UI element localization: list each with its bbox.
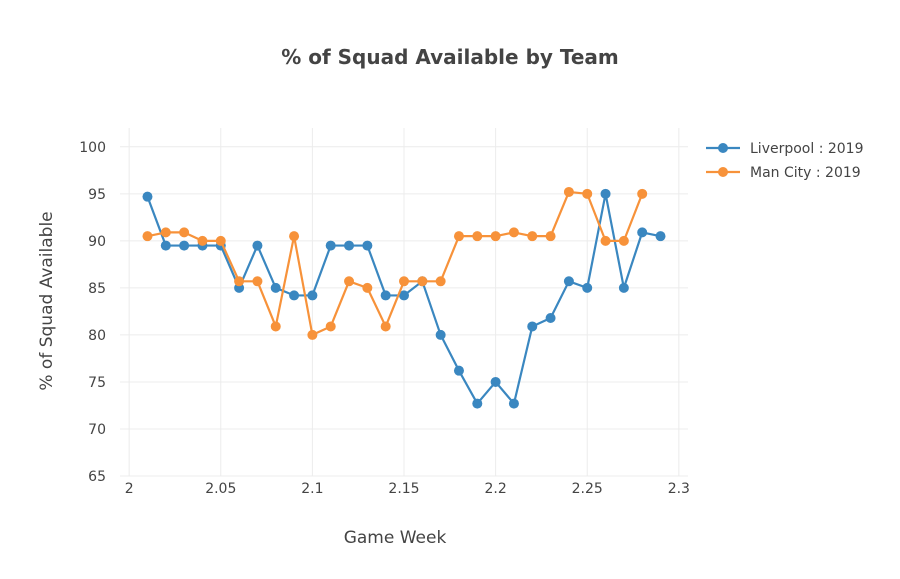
data-point[interactable] [563,276,574,287]
data-point[interactable] [472,398,483,409]
data-point[interactable] [618,282,629,293]
legend-label: Man City : 2019 [750,165,861,181]
data-point[interactable] [490,231,501,242]
y-tick-label: 85 [88,281,106,297]
data-point[interactable] [435,276,446,287]
data-point[interactable] [417,276,428,287]
data-point[interactable] [545,312,556,323]
grid [120,128,688,477]
data-point[interactable] [527,321,538,332]
x-tick-label: 2 [125,481,134,497]
y-axis-title: % of Squad Available [37,211,57,390]
data-point[interactable] [637,227,648,238]
data-point[interactable] [344,240,355,251]
data-point[interactable] [435,329,446,340]
data-point[interactable] [453,365,464,376]
legend-marker [718,167,728,177]
data-point[interactable] [252,240,263,251]
axis-ticks: 2 2.05 2.1 2.15 2.2 2.25 2.3 65 70 75 80 85 90 95 100 [79,140,690,497]
data-point[interactable] [508,227,519,238]
data-point[interactable] [618,235,629,246]
data-point[interactable] [344,276,355,287]
data-point[interactable] [563,186,574,197]
chart-title: % of Squad Available by Team [281,45,619,69]
data-point[interactable] [362,282,373,293]
data-point[interactable] [197,235,208,246]
data-point[interactable] [307,290,318,301]
x-tick-label: 2.1 [301,481,323,497]
data-point[interactable] [472,231,483,242]
data-point[interactable] [508,398,519,409]
data-point[interactable] [160,227,171,238]
data-point[interactable] [270,321,281,332]
data-point[interactable] [289,290,300,301]
y-tick-label: 75 [88,375,106,391]
data-point[interactable] [380,321,391,332]
x-axis-title: Game Week [344,528,447,548]
y-tick-label: 80 [88,328,106,344]
data-point[interactable] [380,290,391,301]
data-point[interactable] [453,231,464,242]
data-point[interactable] [362,240,373,251]
y-tick-label: 70 [88,422,106,438]
data-point[interactable] [234,276,245,287]
series-line [147,190,644,337]
data-point[interactable] [160,240,171,251]
data-point[interactable] [399,290,409,301]
data-point[interactable] [582,282,593,293]
y-tick-label: 90 [88,234,106,250]
legend-item-1[interactable]: Liverpool : 2019 [706,141,864,157]
data-point[interactable] [179,240,190,251]
x-tick-label: 2.2 [484,481,506,497]
legend[interactable]: Liverpool : 2019 Man City : 2019 [706,141,864,181]
x-tick-label: 2.15 [388,481,419,497]
data-point[interactable] [527,231,538,242]
y-tick-label: 95 [88,187,106,203]
x-tick-label: 2.05 [205,481,236,497]
data-point[interactable] [289,231,300,242]
data-point[interactable] [307,329,318,340]
data-point[interactable] [655,231,666,242]
plot-series [142,186,666,409]
data-point[interactable] [325,240,336,251]
data-point[interactable] [215,235,226,246]
x-tick-label: 2.25 [572,481,603,497]
data-point[interactable] [582,188,593,199]
y-tick-label: 65 [88,469,106,485]
y-tick-label: 100 [79,140,106,156]
data-point[interactable] [325,321,336,332]
data-point[interactable] [142,231,153,242]
legend-label: Liverpool : 2019 [750,141,864,157]
data-point[interactable] [270,282,281,293]
data-point[interactable] [490,376,501,387]
legend-marker [718,143,728,153]
legend-item-2[interactable]: Man City : 2019 [706,165,861,181]
data-point[interactable] [252,276,263,287]
x-tick-label: 2.3 [668,481,690,497]
data-point[interactable] [142,191,153,202]
data-point[interactable] [545,231,556,242]
data-point[interactable] [179,227,190,238]
data-point[interactable] [600,188,611,199]
data-point[interactable] [600,235,611,246]
data-point[interactable] [399,276,409,287]
series-2 [142,186,648,340]
data-point[interactable] [637,188,648,199]
